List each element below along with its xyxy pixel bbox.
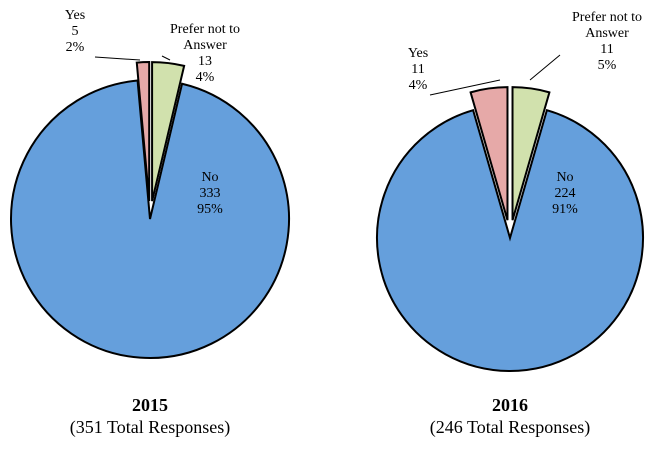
count-label: 13 (198, 54, 212, 69)
leader-line (161, 55, 171, 61)
count-label: 5 (71, 24, 79, 39)
title-line: 2015 (20, 394, 280, 416)
chart-subtitle: (246 Total Responses) (429, 417, 591, 437)
chart-title-block: 2016 (246 Total Responses) (380, 394, 640, 438)
percent-label: 95% (197, 202, 223, 217)
chart-title: 2016 (492, 395, 528, 415)
count-label: 11 (411, 62, 425, 77)
data-label: Prefer not to Answer 11 5% (562, 10, 649, 74)
data-label: Yes 5 2% (30, 8, 120, 56)
leader-line (429, 79, 501, 96)
percent-label: 4% (408, 78, 428, 93)
chart-title-block: 2015 (351 Total Responses) (20, 394, 280, 438)
category-label: No (201, 170, 219, 185)
percent-label: 4% (195, 70, 215, 85)
chart-subtitle: (351 Total Responses) (69, 417, 231, 437)
data-label: Yes 11 4% (373, 46, 463, 94)
category-label: Yes (407, 46, 429, 61)
data-label: No 333 95% (165, 170, 255, 218)
title-line: 2016 (380, 394, 640, 416)
category-label: No (556, 170, 574, 185)
data-label: Prefer not to Answer 13 4% (160, 22, 250, 86)
chart-title: 2015 (132, 395, 168, 415)
category-label: Prefer not to Answer (170, 22, 240, 53)
leader-line (94, 56, 141, 61)
category-label: Prefer not to Answer (572, 10, 642, 41)
pie-slice (10, 79, 290, 359)
percent-label: 91% (552, 202, 578, 217)
pie-slice (376, 108, 644, 372)
category-label: Yes (64, 8, 86, 23)
pie-slice (151, 61, 186, 202)
count-label: 224 (554, 186, 576, 201)
count-label: 333 (199, 186, 221, 201)
percent-label: 5% (597, 58, 617, 73)
percent-label: 2% (65, 40, 85, 55)
pie-slice (511, 86, 551, 221)
pie-slice (469, 86, 509, 221)
data-label: No 224 91% (520, 170, 610, 218)
count-label: 11 (600, 42, 614, 57)
leader-line (529, 54, 561, 81)
